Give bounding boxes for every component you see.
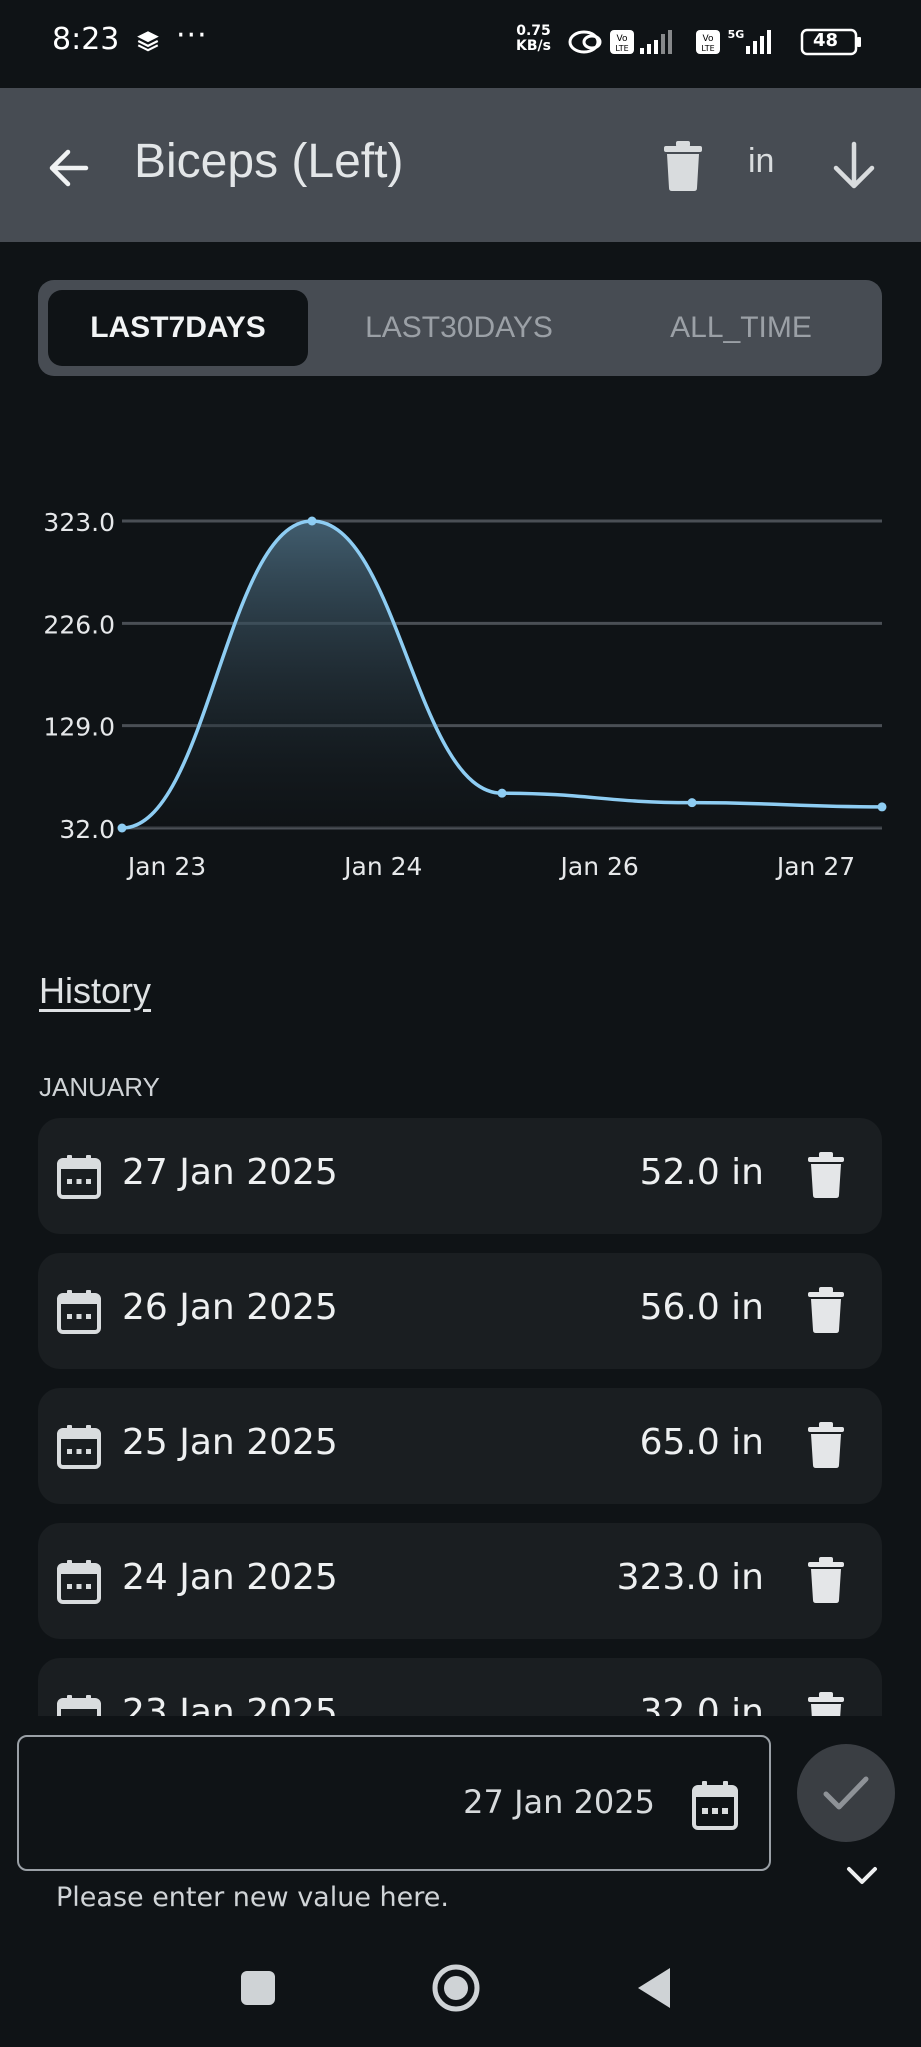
volte-icon: Vo LTE <box>610 30 634 54</box>
unit-toggle-button[interactable]: in <box>748 142 775 180</box>
data-point <box>307 516 317 526</box>
chevron-down-icon <box>847 1867 877 1884</box>
app-bar <box>0 88 921 242</box>
entry-value: 52.0 in <box>639 1152 764 1193</box>
entry-value: 32.0 in <box>639 1692 764 1716</box>
entry-date: 25 Jan 2025 <box>122 1422 338 1463</box>
signal-5g-icon: 5G <box>728 28 771 54</box>
svg-text:Vo: Vo <box>703 34 714 44</box>
y-tick-label: 32.0 <box>59 815 115 844</box>
signal-icon <box>640 30 672 54</box>
input-helper-text: Please enter new value here. <box>56 1882 449 1913</box>
data-point <box>877 802 887 812</box>
tab-last7days[interactable]: LAST7DAYS <box>48 290 308 366</box>
hotspot-icon <box>568 30 602 54</box>
calendar-icon <box>57 1155 101 1199</box>
time-range-tabs: LAST7DAYS LAST30DAYS ALL_TIME <box>38 280 882 376</box>
collapse-button[interactable] <box>844 1862 880 1890</box>
month-heading: JANUARY <box>39 1072 160 1102</box>
history-heading[interactable]: History <box>39 970 152 1011</box>
history-entry[interactable]: 23 Jan 2025 32.0 in <box>38 1658 882 1716</box>
confirm-button[interactable] <box>797 1744 895 1842</box>
delete-entry-button[interactable] <box>806 1287 846 1333</box>
entry-value: 323.0 in <box>616 1557 764 1598</box>
selected-date: 27 Jan 2025 <box>463 1783 655 1821</box>
data-point <box>117 823 127 833</box>
svg-text:LTE: LTE <box>615 44 628 53</box>
y-tick-label: 129.0 <box>43 713 115 742</box>
calendar-icon <box>57 1695 101 1716</box>
battery-icon <box>800 28 861 56</box>
entry-date: 27 Jan 2025 <box>122 1152 338 1193</box>
delete-entry-button[interactable] <box>806 1422 846 1468</box>
history-entry[interactable]: 24 Jan 2025 323.0 in <box>38 1523 882 1639</box>
nav-back-button[interactable] <box>634 1966 674 2010</box>
network-speed: 0.75 KB/s <box>516 24 551 54</box>
calendar-icon <box>57 1560 101 1604</box>
delete-entry-button[interactable] <box>806 1152 846 1198</box>
data-point <box>497 788 507 798</box>
delete-entry-button[interactable] <box>806 1557 846 1603</box>
svg-text:LTE: LTE <box>701 44 714 53</box>
status-bar: 8:23 ··· 0.75 KB/s Vo LTE Vo LTE 5G <box>0 0 921 88</box>
trash-icon <box>808 1692 844 1716</box>
measurement-chart: 323.0 226.0 129.0 32.0 Jan 23 Jan 24 Jan 26 Jan… <box>43 508 887 881</box>
y-tick-label: 323.0 <box>43 508 115 537</box>
trash-icon <box>808 1152 844 1198</box>
history-list: 27 Jan 2025 52.0 in 26 Jan 2025 56.0 in … <box>0 1118 921 1716</box>
date-value-input[interactable]: 27 Jan 2025 <box>17 1735 771 1871</box>
network-speed-value: 0.75 <box>516 23 551 39</box>
area-fill <box>122 521 882 828</box>
delete-entry-button[interactable] <box>806 1692 846 1716</box>
tab-all-time[interactable]: ALL_TIME <box>670 311 812 344</box>
status-icons: Vo LTE Vo LTE 5G <box>568 28 861 56</box>
data-point <box>687 798 697 808</box>
entry-date: 26 Jan 2025 <box>122 1287 338 1328</box>
page-title: Biceps (Left) <box>134 135 404 188</box>
layers-icon <box>137 31 159 52</box>
series-line <box>121 519 883 830</box>
x-tick-label: Jan 27 <box>775 852 855 881</box>
arrow-down-button[interactable] <box>826 138 882 194</box>
history-entry[interactable]: 26 Jan 2025 56.0 in <box>38 1253 882 1369</box>
entry-date: 23 Jan 2025 <box>122 1692 338 1716</box>
entry-value: 56.0 in <box>639 1287 764 1328</box>
history-entry[interactable]: 27 Jan 2025 52.0 in <box>38 1118 882 1234</box>
svg-text:5G: 5G <box>728 28 745 41</box>
trash-icon <box>808 1557 844 1603</box>
status-time: 8:23 <box>52 22 120 57</box>
x-tick-label: Jan 24 <box>342 852 422 881</box>
check-icon <box>823 1776 869 1810</box>
trash-icon <box>808 1287 844 1333</box>
trash-icon <box>664 141 702 191</box>
tab-last30days[interactable]: LAST30DAYS <box>365 311 553 344</box>
back-button[interactable] <box>40 140 96 196</box>
delete-all-button[interactable] <box>660 140 706 192</box>
calendar-icon <box>692 1781 738 1830</box>
recents-button[interactable] <box>241 1971 275 2005</box>
calendar-icon <box>57 1290 101 1334</box>
entry-date: 24 Jan 2025 <box>122 1557 338 1598</box>
arrow-down-icon <box>833 141 875 189</box>
calendar-icon <box>57 1425 101 1469</box>
history-entry[interactable]: 25 Jan 2025 65.0 in <box>38 1388 882 1504</box>
volte-icon-2: Vo LTE <box>696 30 720 54</box>
battery-level: 48 <box>813 30 839 51</box>
x-tick-label: Jan 23 <box>126 852 206 881</box>
svg-text:Vo: Vo <box>617 34 628 44</box>
arrow-back-icon <box>49 149 89 187</box>
network-speed-unit: KB/s <box>516 38 551 54</box>
x-tick-label: Jan 26 <box>559 852 639 881</box>
y-tick-label: 226.0 <box>43 610 115 639</box>
date-picker-button[interactable] <box>691 1779 739 1831</box>
entry-value: 65.0 in <box>639 1422 764 1463</box>
more-notifications-icon: ··· <box>176 18 208 53</box>
home-button[interactable] <box>431 1963 481 2013</box>
trash-icon <box>808 1422 844 1468</box>
